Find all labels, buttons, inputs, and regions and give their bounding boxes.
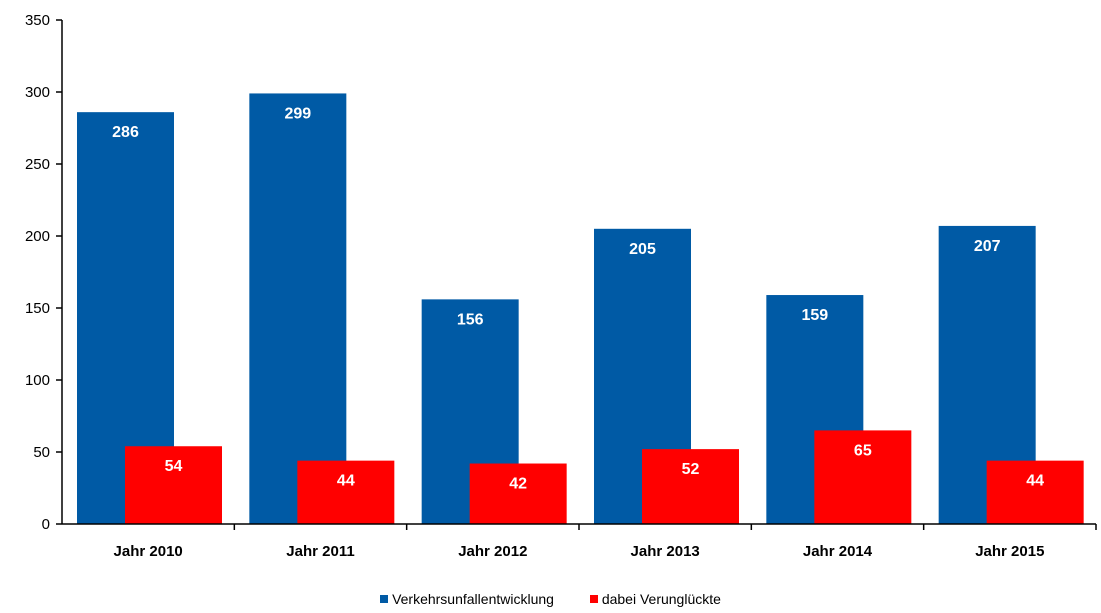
y-tick-label: 0 bbox=[42, 516, 50, 533]
data-label: 207 bbox=[974, 238, 1001, 255]
legend-label-series-2: dabei Verunglückte bbox=[601, 591, 721, 607]
data-label: 159 bbox=[801, 307, 828, 324]
legend-label-series-1: Verkehrsunfallentwicklung bbox=[392, 591, 554, 607]
bar-verunglueckte bbox=[125, 446, 222, 524]
legend: Verkehrsunfallentwicklung dabei Verunglü… bbox=[0, 590, 1101, 607]
y-tick-label: 250 bbox=[25, 156, 50, 173]
data-label: 52 bbox=[682, 461, 700, 478]
x-axis-ticks: Jahr 2010 Jahr 2011 Jahr 2012 Jahr 2013 Jahr… bbox=[114, 524, 1097, 560]
data-label: 205 bbox=[629, 241, 656, 258]
bar-verunglueckte bbox=[814, 430, 912, 524]
data-label: 44 bbox=[337, 473, 355, 490]
y-tick-label: 300 bbox=[25, 84, 50, 101]
y-tick-label: 100 bbox=[25, 372, 50, 389]
data-label: 44 bbox=[1026, 473, 1044, 490]
data-label: 54 bbox=[165, 458, 183, 475]
x-tick-label: Jahr 2010 bbox=[114, 543, 183, 560]
data-labels: 286 54 299 44 156 42 205 52 159 65 207 44 bbox=[112, 105, 1044, 492]
bars bbox=[77, 93, 1084, 525]
legend-swatch-red bbox=[589, 595, 598, 603]
bar-verkehrsunfall bbox=[249, 93, 347, 524]
data-label: 65 bbox=[854, 442, 872, 459]
x-tick-label: Jahr 2014 bbox=[803, 543, 873, 560]
data-label: 299 bbox=[284, 105, 311, 122]
bar-verunglueckte bbox=[297, 460, 395, 524]
bar-verunglueckte bbox=[986, 460, 1084, 524]
legend-swatch-blue bbox=[380, 595, 389, 603]
y-tick-label: 350 bbox=[25, 12, 50, 29]
y-tick-label: 150 bbox=[25, 300, 50, 317]
x-tick-label: Jahr 2011 bbox=[286, 543, 354, 560]
bar-verunglueckte bbox=[469, 463, 567, 524]
y-tick-label: 50 bbox=[33, 444, 50, 461]
y-axis-ticks: 0 50 100 150 200 250 300 350 bbox=[25, 12, 62, 533]
data-label: 42 bbox=[509, 476, 527, 493]
x-tick-label: Jahr 2015 bbox=[975, 543, 1044, 560]
legend-item-series-1: Verkehrsunfallentwicklung bbox=[380, 591, 554, 607]
data-label: 286 bbox=[112, 124, 139, 141]
bar-verunglueckte bbox=[642, 449, 739, 524]
x-tick-label: Jahr 2012 bbox=[458, 543, 527, 560]
bar-chart: 0 50 100 150 200 250 300 350 286 54 299 44 156 42 205… bbox=[25, 12, 1097, 560]
y-tick-label: 200 bbox=[25, 228, 50, 245]
legend-item-series-2: dabei Verunglückte bbox=[589, 591, 721, 607]
data-label: 156 bbox=[457, 311, 484, 328]
x-tick-label: Jahr 2013 bbox=[631, 543, 700, 560]
